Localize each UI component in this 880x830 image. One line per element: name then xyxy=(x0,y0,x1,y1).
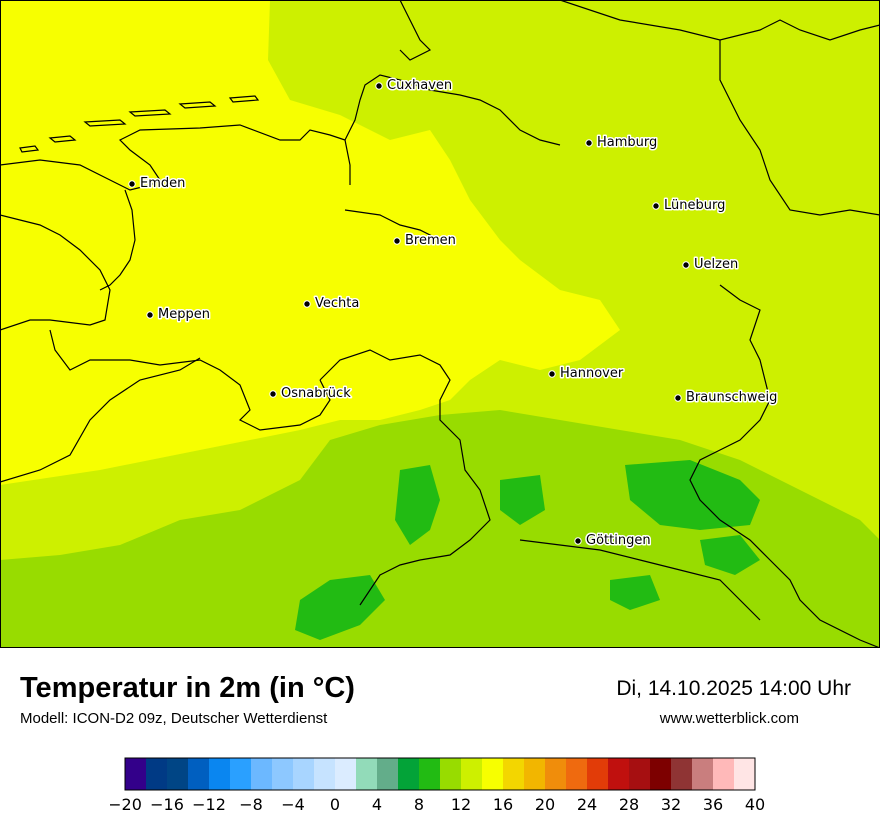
legend-swatch xyxy=(587,758,609,790)
legend-swatch xyxy=(272,758,294,790)
legend-swatch xyxy=(398,758,420,790)
legend-swatch xyxy=(314,758,336,790)
city-label-bremen: Bremen xyxy=(405,233,456,248)
legend-swatch xyxy=(503,758,525,790)
legend-swatch xyxy=(524,758,546,790)
model-subtitle: Modell: ICON-D2 09z, Deutscher Wetterdie… xyxy=(20,710,328,727)
city-label-cuxhaven: Cuxhaven xyxy=(387,78,452,93)
zone-10c-b xyxy=(500,475,545,525)
legend-border xyxy=(124,757,756,791)
legend-swatch xyxy=(377,758,399,790)
zone-10c-f xyxy=(700,535,760,575)
legend-swatch xyxy=(125,758,147,790)
legend-tick-label: 20 xyxy=(535,795,555,814)
legend-swatch xyxy=(188,758,210,790)
city-lueneburg: Lüneburg xyxy=(652,197,727,215)
zone-10c-a xyxy=(395,465,440,545)
legend-swatch xyxy=(230,758,252,790)
islands xyxy=(19,95,260,153)
city-label-hannover: Hannover xyxy=(560,366,624,381)
legend-tick-label: −16 xyxy=(150,795,184,814)
city-label-meppen: Meppen xyxy=(158,307,210,322)
legend-tick-label: 36 xyxy=(703,795,723,814)
city-goettingen: Göttingen xyxy=(574,532,652,550)
legend-tick-label: 8 xyxy=(414,795,424,814)
city-label-braunschweig: Braunschweig xyxy=(686,390,777,405)
legend-tick-label: 28 xyxy=(619,795,639,814)
legend-swatch xyxy=(545,758,567,790)
legend-swatch xyxy=(356,758,378,790)
legend-swatch xyxy=(482,758,504,790)
legend-tick-label: 0 xyxy=(330,795,340,814)
legend-swatch xyxy=(146,758,168,790)
city-label-osnabrueck: Osnabrück xyxy=(281,386,351,401)
forecast-datetime: Di, 14.10.2025 14:00 Uhr xyxy=(616,677,851,700)
legend-tick-label: 40 xyxy=(745,795,765,814)
city-label-emden: Emden xyxy=(140,176,185,191)
city-label-lueneburg: Lüneburg xyxy=(664,198,725,213)
legend-swatch xyxy=(419,758,441,790)
legend-tick-label: 32 xyxy=(661,795,681,814)
legend-swatch xyxy=(293,758,315,790)
legend-swatch xyxy=(671,758,693,790)
city-uelzen: Uelzen xyxy=(682,256,740,274)
chart-title: Temperatur in 2m (in °C) xyxy=(20,672,355,704)
city-markers: Cuxhaven Hamburg Emden Lüneburg Bremen U… xyxy=(128,77,779,550)
legend-swatch xyxy=(734,758,756,790)
city-label-uelzen: Uelzen xyxy=(694,257,738,272)
city-hannover: Hannover xyxy=(548,365,625,383)
legend-tick-label: 12 xyxy=(451,795,471,814)
zone-10c-d xyxy=(295,575,385,640)
legend-swatch xyxy=(461,758,483,790)
legend-swatch xyxy=(650,758,672,790)
city-emden: Emden xyxy=(128,175,187,193)
legend-ticks: −20 −16 −12 −8 −4 0 4 8 12 16 20 24 28 32 36 40 xyxy=(110,795,765,814)
legend-swatch xyxy=(335,758,357,790)
city-label-vechta: Vechta xyxy=(315,296,359,311)
city-label-hamburg: Hamburg xyxy=(597,135,657,150)
legend-swatch xyxy=(440,758,462,790)
city-hamburg: Hamburg xyxy=(585,134,659,152)
temperature-map: Cuxhaven Hamburg Emden Lüneburg Bremen U… xyxy=(0,0,880,648)
city-osnabrueck: Osnabrück xyxy=(269,385,353,403)
zone-10c-c xyxy=(625,460,760,530)
legend-swatch xyxy=(713,758,735,790)
legend-swatch xyxy=(566,758,588,790)
legend-tick-label: −12 xyxy=(192,795,226,814)
color-legend: −20 −16 −12 −8 −4 0 4 8 12 16 20 24 28 32 36 40 xyxy=(110,757,765,814)
legend-swatch xyxy=(629,758,651,790)
legend-swatches xyxy=(124,757,756,791)
city-label-goettingen: Göttingen xyxy=(586,533,651,548)
legend-swatch xyxy=(251,758,273,790)
city-bremen: Bremen xyxy=(393,232,457,250)
city-cuxhaven: Cuxhaven xyxy=(375,77,454,95)
zone-16c-east xyxy=(380,150,440,200)
city-vechta: Vechta xyxy=(303,295,361,313)
legend-tick-label: 4 xyxy=(372,795,382,814)
borders xyxy=(0,0,880,648)
city-meppen: Meppen xyxy=(146,306,211,324)
legend-swatch xyxy=(608,758,630,790)
legend-swatch xyxy=(692,758,714,790)
legend-tick-label: −4 xyxy=(281,795,305,814)
legend-swatch xyxy=(209,758,231,790)
website-link[interactable]: www.wetterblick.com xyxy=(659,710,799,727)
legend-tick-label: 24 xyxy=(577,795,597,814)
legend-tick-label: −20 xyxy=(110,795,142,814)
legend-swatch xyxy=(167,758,189,790)
legend-tick-label: 16 xyxy=(493,795,513,814)
legend-tick-label: −8 xyxy=(239,795,263,814)
city-braunschweig: Braunschweig xyxy=(674,389,779,407)
zone-10c-e xyxy=(610,575,660,610)
